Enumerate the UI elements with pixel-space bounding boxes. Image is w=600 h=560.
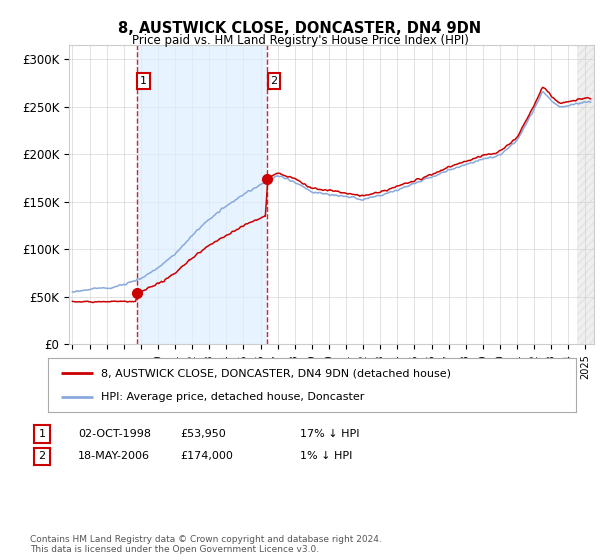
Bar <box>137 45 267 344</box>
Text: 1% ↓ HPI: 1% ↓ HPI <box>300 451 352 461</box>
Text: 02-OCT-1998: 02-OCT-1998 <box>78 429 151 439</box>
Text: 1: 1 <box>38 429 46 439</box>
Text: 2: 2 <box>271 76 278 86</box>
Text: Contains HM Land Registry data © Crown copyright and database right 2024.
This d: Contains HM Land Registry data © Crown c… <box>30 535 382 554</box>
Text: Price paid vs. HM Land Registry's House Price Index (HPI): Price paid vs. HM Land Registry's House … <box>131 34 469 46</box>
Bar <box>577 45 600 344</box>
Text: 2: 2 <box>38 451 46 461</box>
Text: 18-MAY-2006: 18-MAY-2006 <box>78 451 150 461</box>
Text: 8, AUSTWICK CLOSE, DONCASTER, DN4 9DN (detached house): 8, AUSTWICK CLOSE, DONCASTER, DN4 9DN (d… <box>101 368 451 379</box>
Text: £174,000: £174,000 <box>180 451 233 461</box>
Text: HPI: Average price, detached house, Doncaster: HPI: Average price, detached house, Donc… <box>101 391 364 402</box>
Text: 17% ↓ HPI: 17% ↓ HPI <box>300 429 359 439</box>
Text: £53,950: £53,950 <box>180 429 226 439</box>
Text: 8, AUSTWICK CLOSE, DONCASTER, DN4 9DN: 8, AUSTWICK CLOSE, DONCASTER, DN4 9DN <box>118 21 482 36</box>
Text: 1: 1 <box>140 76 147 86</box>
